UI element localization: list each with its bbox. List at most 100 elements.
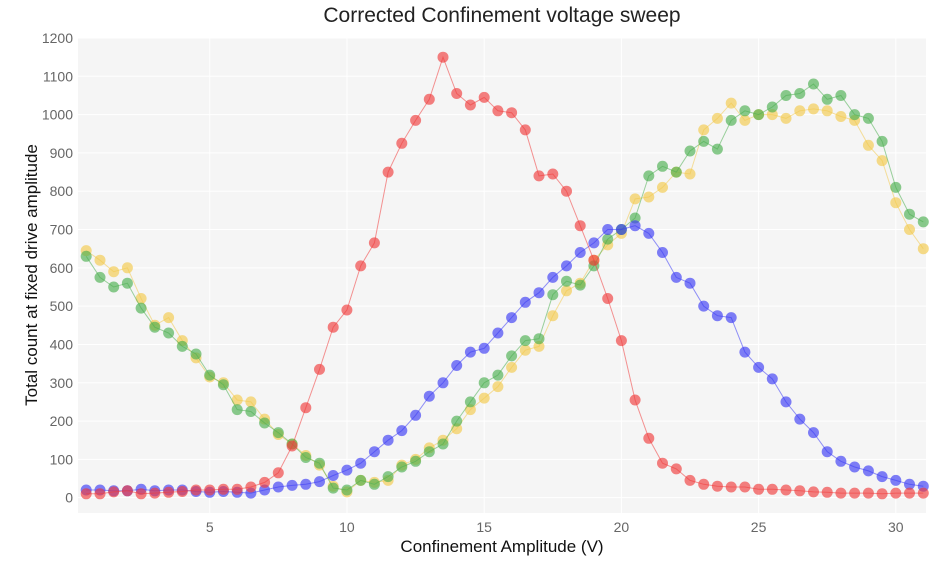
- data-point[interactable]: [547, 271, 559, 283]
- data-point[interactable]: [314, 476, 325, 488]
- data-point[interactable]: [574, 247, 586, 258]
- data-point[interactable]: [492, 381, 504, 393]
- data-point[interactable]: [108, 281, 120, 293]
- data-point[interactable]: [149, 321, 161, 333]
- data-point[interactable]: [231, 404, 243, 416]
- data-point[interactable]: [711, 112, 723, 124]
- data-point[interactable]: [217, 483, 229, 495]
- data-point[interactable]: [629, 394, 641, 406]
- data-point[interactable]: [478, 377, 490, 389]
- data-point[interactable]: [739, 114, 751, 126]
- data-point[interactable]: [204, 484, 216, 496]
- data-point[interactable]: [190, 484, 202, 496]
- data-point[interactable]: [533, 333, 545, 345]
- data-point[interactable]: [657, 457, 668, 469]
- data-point[interactable]: [341, 484, 353, 496]
- data-point[interactable]: [794, 105, 806, 117]
- data-point[interactable]: [80, 488, 92, 500]
- data-point[interactable]: [890, 474, 902, 486]
- data-point[interactable]: [821, 105, 833, 117]
- data-point[interactable]: [272, 427, 284, 439]
- data-point[interactable]: [670, 166, 682, 178]
- data-point[interactable]: [478, 392, 490, 404]
- data-point[interactable]: [698, 478, 710, 490]
- data-point[interactable]: [615, 335, 627, 347]
- data-point[interactable]: [849, 487, 861, 499]
- data-point[interactable]: [259, 476, 271, 488]
- data-point[interactable]: [135, 302, 147, 314]
- data-point[interactable]: [711, 310, 723, 322]
- data-point[interactable]: [382, 434, 394, 446]
- data-point[interactable]: [190, 348, 202, 360]
- data-point[interactable]: [464, 396, 476, 408]
- data-point[interactable]: [725, 114, 737, 126]
- data-point[interactable]: [341, 304, 353, 316]
- data-point[interactable]: [574, 220, 586, 232]
- data-point[interactable]: [766, 373, 778, 385]
- data-point[interactable]: [862, 465, 874, 477]
- data-point[interactable]: [917, 487, 929, 499]
- data-point[interactable]: [643, 191, 655, 203]
- data-point[interactable]: [121, 277, 133, 289]
- data-point[interactable]: [753, 361, 765, 373]
- data-point[interactable]: [327, 321, 339, 333]
- data-point[interactable]: [561, 185, 572, 197]
- data-point[interactable]: [739, 481, 751, 493]
- data-point[interactable]: [94, 254, 106, 266]
- data-point[interactable]: [904, 478, 915, 490]
- data-point[interactable]: [643, 227, 655, 239]
- data-point[interactable]: [849, 109, 861, 121]
- data-point[interactable]: [355, 260, 367, 272]
- data-point[interactable]: [766, 109, 778, 121]
- data-point[interactable]: [451, 88, 463, 99]
- data-point[interactable]: [341, 464, 353, 476]
- data-point[interactable]: [876, 155, 888, 167]
- data-point[interactable]: [794, 88, 806, 99]
- data-point[interactable]: [561, 285, 572, 297]
- data-point[interactable]: [711, 143, 723, 155]
- data-point[interactable]: [80, 250, 92, 262]
- data-point[interactable]: [176, 340, 188, 352]
- data-point[interactable]: [849, 461, 861, 473]
- data-point[interactable]: [670, 463, 682, 475]
- data-point[interactable]: [327, 470, 339, 481]
- data-point[interactable]: [519, 124, 531, 136]
- data-point[interactable]: [396, 425, 408, 437]
- data-point[interactable]: [163, 312, 175, 324]
- data-point[interactable]: [574, 279, 586, 291]
- data-point[interactable]: [670, 271, 682, 283]
- data-point[interactable]: [437, 438, 449, 450]
- data-point[interactable]: [602, 224, 614, 235]
- data-point[interactable]: [602, 293, 614, 304]
- data-point[interactable]: [314, 363, 325, 375]
- data-point[interactable]: [561, 260, 572, 272]
- data-point[interactable]: [396, 461, 408, 473]
- data-point[interactable]: [464, 346, 476, 358]
- data-point[interactable]: [259, 484, 271, 496]
- data-point[interactable]: [464, 404, 476, 416]
- data-point[interactable]: [437, 377, 449, 389]
- data-point[interactable]: [451, 360, 463, 371]
- data-point[interactable]: [245, 396, 257, 408]
- data-point[interactable]: [684, 145, 696, 157]
- data-point[interactable]: [163, 327, 175, 339]
- data-point[interactable]: [794, 413, 806, 425]
- data-point[interactable]: [904, 487, 915, 499]
- data-point[interactable]: [629, 193, 641, 205]
- data-point[interactable]: [547, 310, 559, 322]
- data-point[interactable]: [204, 369, 216, 381]
- data-point[interactable]: [615, 224, 627, 235]
- data-point[interactable]: [629, 212, 641, 224]
- data-point[interactable]: [684, 474, 696, 486]
- data-point[interactable]: [410, 409, 422, 421]
- data-point[interactable]: [121, 485, 133, 497]
- data-point[interactable]: [725, 481, 737, 493]
- data-point[interactable]: [492, 369, 504, 381]
- data-point[interactable]: [314, 457, 325, 469]
- data-point[interactable]: [231, 483, 243, 495]
- data-point[interactable]: [904, 224, 915, 235]
- data-point[interactable]: [643, 432, 655, 444]
- data-point[interactable]: [766, 483, 778, 495]
- data-point[interactable]: [808, 486, 819, 498]
- data-point[interactable]: [245, 406, 257, 417]
